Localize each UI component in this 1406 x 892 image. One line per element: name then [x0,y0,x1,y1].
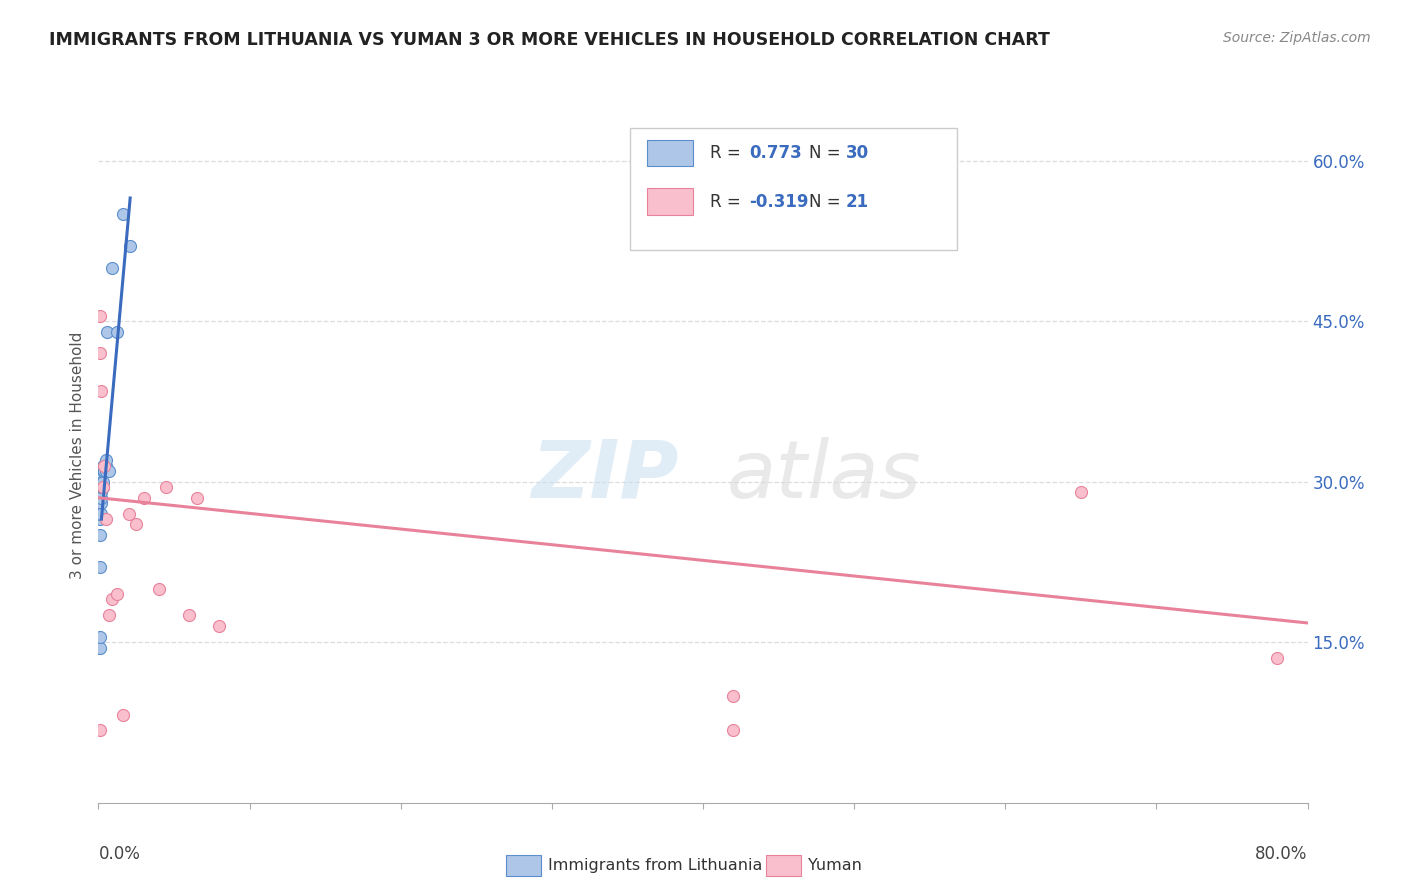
Point [91,458,114,473]
Point [101,592,124,607]
Text: 0.773: 0.773 [749,144,801,162]
Point [186,491,208,505]
Text: IMMIGRANTS FROM LITHUANIA VS YUMAN 3 OR MORE VEHICLES IN HOUSEHOLD CORRELATION C: IMMIGRANTS FROM LITHUANIA VS YUMAN 3 OR … [49,31,1050,49]
Text: Yuman: Yuman [808,858,862,872]
Point [91,464,114,478]
Y-axis label: 3 or more Vehicles in Household: 3 or more Vehicles in Household [70,331,86,579]
Text: ZIP: ZIP [531,437,679,515]
Point [179,608,201,623]
Point [148,582,170,596]
Point [208,619,231,633]
Point [1070,485,1092,500]
Point [90,480,112,494]
Point [93,464,115,478]
Text: -0.319: -0.319 [749,193,808,211]
Point [90,485,112,500]
Point [91,480,114,494]
Text: atlas: atlas [727,437,922,515]
FancyBboxPatch shape [647,140,693,166]
Point [89,491,111,505]
Point [132,491,155,505]
Point [111,207,134,221]
Point [155,480,177,494]
Point [89,346,111,360]
Point [723,723,745,737]
Point [89,309,111,323]
Point [723,689,745,703]
Point [105,587,128,601]
Text: R =: R = [710,193,747,211]
Point [111,708,134,723]
Text: 0.0%: 0.0% [98,845,141,863]
Point [89,512,111,526]
Point [90,384,112,398]
Text: 30: 30 [845,144,869,162]
Point [1267,651,1289,665]
Text: Immigrants from Lithuania: Immigrants from Lithuania [548,858,762,872]
Point [89,630,111,644]
Text: R =: R = [710,144,747,162]
Text: N =: N = [810,144,846,162]
Point [98,464,121,478]
Text: Source: ZipAtlas.com: Source: ZipAtlas.com [1223,31,1371,45]
Point [89,640,111,655]
Point [90,496,112,510]
Point [90,475,112,489]
Point [91,480,114,494]
Point [90,480,112,494]
Point [91,480,114,494]
Point [125,517,148,532]
Point [118,507,141,521]
Point [120,239,142,253]
Point [89,560,111,574]
Point [89,528,111,542]
Text: N =: N = [810,193,846,211]
Text: 80.0%: 80.0% [1256,845,1308,863]
Point [98,608,121,623]
Point [101,260,124,275]
Point [89,640,111,655]
FancyBboxPatch shape [630,128,957,250]
Point [105,325,128,339]
Point [94,512,117,526]
Point [89,723,111,737]
Point [89,507,111,521]
Point [90,491,112,505]
Point [96,325,118,339]
Point [91,475,114,489]
Text: 21: 21 [845,193,869,211]
Point [90,507,112,521]
Point [94,453,117,467]
Point [94,464,117,478]
FancyBboxPatch shape [647,188,693,215]
Point [94,458,117,473]
Point [93,458,115,473]
